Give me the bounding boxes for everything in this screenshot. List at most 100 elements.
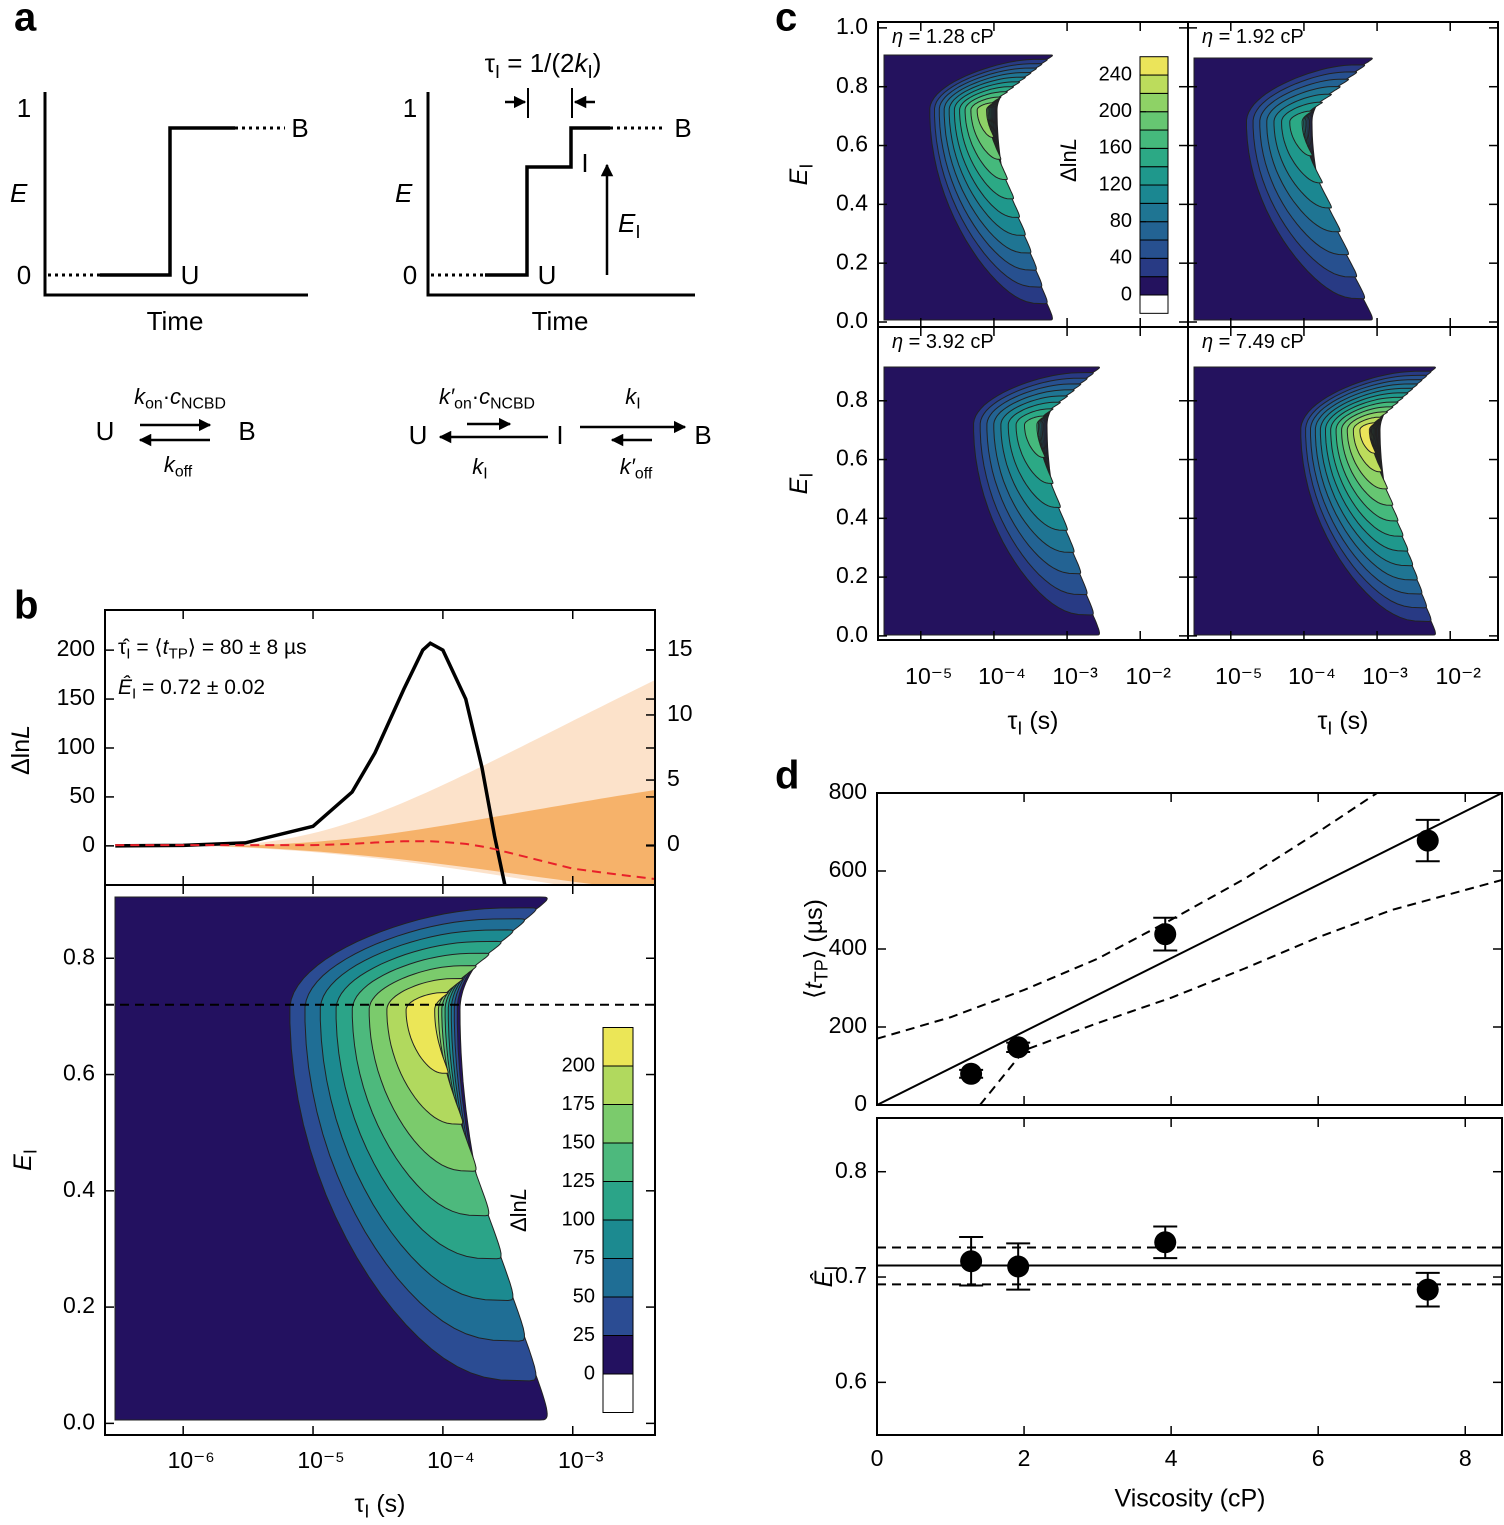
data-line (979, 879, 1503, 1106)
colorbar-tick-label: 160 (1099, 137, 1132, 159)
text-part: τ (485, 48, 496, 78)
x-label: τI (s) (1007, 707, 1058, 739)
panel-label: c (775, 0, 797, 40)
panel-title: η = 1.28 cP (892, 26, 994, 48)
text-part: E (785, 477, 813, 494)
text-part: L (1056, 138, 1081, 150)
annotation: τ̂I = ⟨tTP⟩ = 80 ± 8 µs (118, 636, 307, 663)
text-part: Ê (118, 676, 133, 699)
x-tick-label: 0 (871, 1445, 884, 1471)
y2-tick-label: 5 (667, 765, 680, 791)
text-part: I (1327, 718, 1332, 738)
text-part: = 7.49 cP (1213, 331, 1304, 353)
text-part: t (163, 636, 170, 659)
x-tick-label: 10⁻⁴ (978, 663, 1026, 689)
annotation: ÊI = 0.72 ± 0.02 (118, 676, 265, 703)
colorbar-tick-label: 80 (1110, 210, 1132, 232)
rate-label: kon·cNCBD (134, 384, 226, 413)
y-tick-label: 100 (57, 733, 95, 759)
text-part: I (126, 645, 130, 662)
text-part: · (472, 384, 479, 409)
text-part: I (636, 396, 640, 413)
contour-level (1359, 422, 1377, 454)
x-tick-label: 10⁻⁴ (427, 1447, 475, 1473)
colorbar-tick-label: 120 (1099, 173, 1132, 195)
x-tick-label: 2 (1018, 1445, 1031, 1471)
x-label: Time (147, 306, 204, 336)
colorbar-cell (602, 1296, 634, 1336)
y2-tick-label: 0 (667, 830, 680, 856)
y-tick-label: 0.6 (835, 1367, 867, 1393)
data-line (876, 792, 1503, 1106)
y-label: ⟨tTP⟩ (µs) (800, 899, 832, 999)
y-tick-label: 0 (854, 1090, 867, 1116)
data-line (115, 641, 507, 886)
trace (485, 126, 610, 277)
colorbar-cell (1139, 184, 1169, 204)
x-tick-label: 10⁻³ (558, 1447, 604, 1473)
text-part: τ (1007, 707, 1017, 735)
y-label: E (10, 178, 28, 208)
x-label: τI (s) (1317, 707, 1368, 739)
text-part: k (164, 452, 176, 477)
y-label: ΔlnL (7, 725, 35, 775)
text-part: ⟩ (µs) (800, 899, 828, 959)
y2-tick-label: 10 (667, 700, 693, 726)
colorbar-cell (602, 1258, 634, 1298)
colorbar-cell (1139, 166, 1169, 186)
text-part: I (796, 473, 816, 478)
text-part: Δln (506, 1200, 531, 1232)
text-part: η (892, 331, 903, 353)
text-part: ) (593, 48, 602, 78)
y-tick-label: 1 (403, 93, 417, 123)
text-part: τ (354, 1490, 364, 1518)
data-point (960, 1062, 983, 1085)
colorbar-empty (602, 1373, 634, 1413)
text-part: NCBD (490, 396, 535, 413)
text-part: η (1202, 26, 1213, 48)
text-part: k (575, 48, 590, 78)
x-tick-label: 10⁻⁴ (1288, 663, 1336, 689)
colorbar-tick-label: 40 (1110, 247, 1132, 269)
colorbar-label: ΔlnL (506, 1188, 531, 1232)
x-tick-label: 6 (1312, 1445, 1325, 1471)
x-tick-label: 10⁻² (1436, 663, 1482, 689)
panel-label: a (14, 0, 37, 40)
rate-label: k′off (620, 454, 653, 483)
y-tick-label: 0.2 (63, 1292, 95, 1318)
text-part: = 1.92 cP (1213, 26, 1304, 48)
colorbar-empty (1139, 294, 1169, 314)
y-tick-label: 0.8 (836, 386, 868, 412)
schemes (138, 417, 687, 447)
text-part: I (1017, 718, 1022, 738)
colorbar-cell (1139, 257, 1169, 278)
x-tick-label: 10⁻⁵ (297, 1447, 344, 1473)
panel-title: η = 1.92 cP (1202, 26, 1304, 48)
data-point (1007, 1036, 1030, 1059)
text-part: Ê (809, 1270, 838, 1287)
rate-label: kI (472, 454, 487, 483)
dotted-trace (48, 126, 285, 277)
colorbar-tick-label: 150 (562, 1131, 595, 1153)
state-label: I (581, 148, 588, 178)
text-part: = 1/(2 (500, 48, 574, 78)
y-tick-label: 0 (82, 831, 95, 857)
panel-title: η = 7.49 cP (1202, 331, 1304, 353)
rate-label: koff (164, 452, 193, 481)
colorbar-tick-label: 100 (562, 1208, 595, 1230)
colorbar-tick-label: 125 (562, 1170, 595, 1192)
dotted-trace (431, 126, 665, 277)
colorbar-tick-label: 0 (1121, 283, 1132, 305)
text-part: TP (168, 645, 187, 662)
text-part: = 1.28 cP (903, 26, 994, 48)
height-label: EI (618, 208, 641, 242)
data-line (115, 840, 656, 881)
text-part: on (454, 396, 472, 413)
colorbar-tick-label: 25 (573, 1324, 595, 1346)
colorbar-cell (1139, 276, 1169, 296)
state-label: U (409, 420, 428, 450)
data-point (1007, 1255, 1030, 1278)
colorbar-cell (1139, 202, 1169, 223)
colorbar-tick-label: 75 (573, 1247, 595, 1269)
